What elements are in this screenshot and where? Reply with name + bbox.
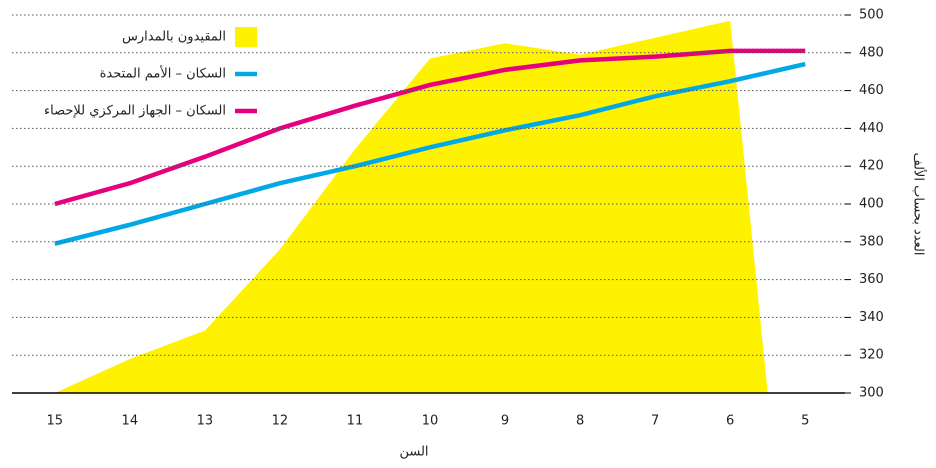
x-tick-label: 9 (501, 414, 509, 429)
legend-label: السكان – الجهاز المركزي للإحصاء (44, 104, 226, 119)
y-tick-label: 480 (859, 45, 884, 60)
x-tick-label: 5 (801, 414, 809, 429)
y-tick-label: 500 (859, 8, 884, 23)
legend-label: السكان – الأمم المتحدة (100, 65, 226, 82)
x-tick-label: 8 (576, 414, 584, 429)
y-tick-label: 360 (859, 272, 884, 287)
y-tick-label: 460 (859, 83, 884, 98)
legend-swatch (235, 27, 257, 47)
y-tick-label: 340 (859, 310, 884, 325)
x-tick-label: 7 (651, 414, 659, 429)
y-tick-label: 400 (859, 197, 884, 212)
line (54, 61, 806, 246)
x-tick-label: 10 (422, 414, 439, 429)
x-tick-label: 11 (347, 414, 364, 429)
x-tick-label: 15 (47, 414, 64, 429)
x-tick-label: 12 (272, 414, 289, 429)
x-tick-label: 13 (197, 414, 214, 429)
y-tick-label: 320 (859, 348, 884, 363)
y-tick-label: 420 (859, 159, 884, 174)
x-axis-label: السن (399, 445, 428, 460)
y-tick-label: 440 (859, 121, 884, 136)
y-axis-label: العدد بحساب الألف (911, 153, 928, 256)
y-tick-label: 300 (859, 386, 884, 401)
x-tick-label: 14 (122, 414, 139, 429)
x-tick-label: 6 (726, 414, 734, 429)
legend-label: المقيدون بالمدارس (122, 30, 226, 45)
y-tick-label: 380 (859, 234, 884, 249)
line (54, 48, 806, 207)
